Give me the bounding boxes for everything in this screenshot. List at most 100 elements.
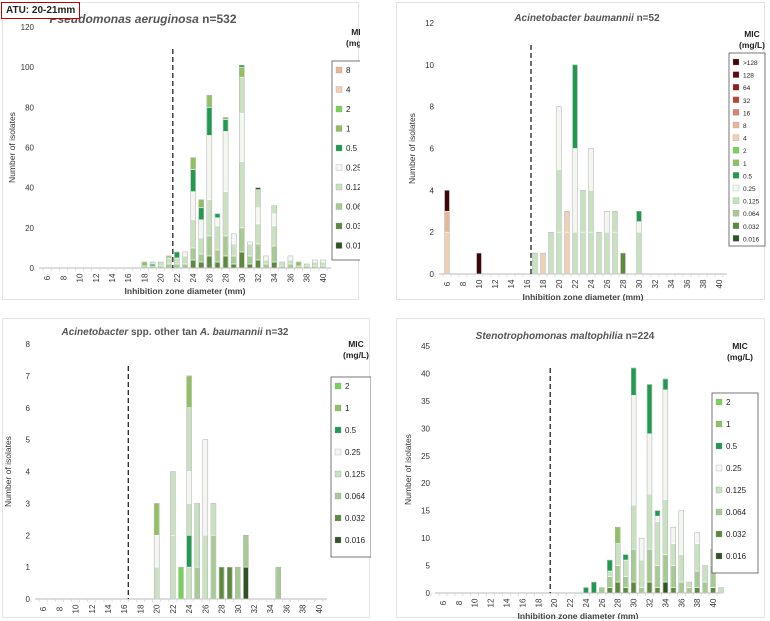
x-tick-label: 12	[88, 604, 97, 613]
bar-segment	[186, 407, 192, 472]
legend-label: 4	[743, 136, 747, 143]
legend-title: (mg/L)	[343, 350, 369, 360]
bar-segment	[636, 231, 642, 275]
bar-segment	[444, 231, 450, 275]
bar-segment	[670, 587, 677, 594]
bar-segment	[614, 581, 621, 594]
bar-segment	[638, 559, 645, 588]
legend-label: 0.5	[346, 144, 358, 153]
bar-segment	[596, 231, 602, 275]
x-tick-label: 24	[189, 273, 198, 282]
x-tick-label: 26	[603, 279, 612, 288]
y-tick-label: 30	[421, 424, 430, 433]
legend-label: 0.125	[346, 183, 360, 192]
legend-title: MIC	[744, 29, 760, 39]
bar-segment	[694, 587, 700, 594]
legend-swatch	[335, 66, 343, 74]
bar-segment	[588, 190, 594, 233]
legend-swatch	[732, 222, 740, 229]
x-tick-label: 8	[459, 281, 468, 286]
bar-segment	[678, 510, 685, 555]
x-tick-label: 14	[108, 273, 117, 282]
bar-outline	[532, 252, 538, 275]
x-tick-label: 22	[571, 279, 580, 288]
x-tick-label: 30	[238, 273, 247, 282]
bar-outline	[638, 537, 645, 594]
bar-segment	[214, 249, 221, 263]
bar-segment	[654, 587, 661, 594]
bar-segment	[614, 526, 621, 544]
bar-segment	[230, 255, 237, 265]
y-tick-label: 35	[421, 397, 430, 406]
x-tick-label: 24	[587, 279, 596, 288]
bar-segment	[206, 199, 213, 237]
bar-segment	[238, 66, 245, 78]
bar-segment	[607, 559, 613, 572]
bar-outline	[591, 581, 597, 594]
legend-swatch	[715, 464, 723, 472]
bar-segment	[670, 543, 677, 566]
bar-outline	[153, 503, 160, 600]
legend-swatch	[335, 144, 343, 152]
bar-segment	[646, 384, 653, 435]
bar-segment	[678, 581, 685, 594]
bar-outline	[662, 378, 669, 594]
bar-segment	[622, 559, 629, 577]
bar-outline	[599, 587, 605, 594]
y-axis-label: Number of isolates	[407, 113, 417, 184]
legend-swatch	[335, 242, 343, 249]
x-tick-label: 34	[270, 273, 279, 282]
bar-segment	[599, 587, 605, 594]
bar-outline	[678, 510, 684, 594]
bar-segment	[311, 259, 318, 263]
bar-segment	[630, 367, 637, 396]
x-tick-label: 20	[550, 598, 559, 607]
legend-swatch	[335, 183, 343, 191]
bar-outline	[235, 566, 241, 600]
bar-outline	[279, 261, 286, 269]
bar-segment	[214, 261, 221, 269]
legend-label: 0.5	[345, 426, 357, 435]
bar-outline	[206, 95, 213, 269]
y-tick-label: 6	[430, 145, 435, 154]
bar-segment	[226, 566, 233, 600]
x-tick-label: 32	[646, 598, 655, 607]
x-tick-label: 24	[582, 598, 591, 607]
bar-segment	[654, 510, 661, 517]
legend-label: 16	[743, 110, 751, 117]
bar-segment	[230, 263, 237, 269]
bar-segment	[588, 148, 594, 191]
bar-outline	[247, 241, 253, 269]
x-tick-label: 40	[715, 279, 724, 288]
chart-svg: Stenotrophomonas maltophilia n=224 0 5 10 15…	[403, 331, 759, 619]
bar-outline	[612, 211, 618, 275]
bar-segment	[222, 131, 229, 192]
legend-swatch	[334, 426, 342, 434]
bar-segment	[702, 565, 708, 583]
y-tick-label: 10	[425, 61, 434, 70]
bar-segment	[238, 113, 245, 162]
x-tick-label: 26	[205, 273, 214, 282]
bar-segment	[694, 532, 700, 544]
bar-segment	[444, 210, 450, 233]
chart-title: Acinetobacter spp. other tan A. baumanni…	[60, 327, 288, 338]
x-tick-label: 8	[455, 600, 464, 605]
bar-segment	[604, 231, 610, 275]
x-tick-label: 16	[523, 279, 532, 288]
bar-segment	[214, 225, 221, 251]
bar-outline	[607, 559, 613, 594]
y-tick-label: 60	[25, 144, 34, 153]
legend-label: 0.25	[346, 164, 360, 173]
legend-swatch	[715, 530, 723, 538]
x-tick-label: 40	[709, 598, 718, 607]
y-tick-label: 10	[421, 534, 430, 543]
legend-swatch	[732, 71, 740, 78]
bar-segment	[238, 251, 245, 269]
x-tick-label: 10	[76, 273, 85, 282]
x-tick-label: 20	[153, 604, 162, 613]
bar-segment	[247, 263, 253, 269]
legend-label: 0.064	[346, 203, 360, 212]
chart-pseudomonas-aeruginosa: Pseudomonas aeruginosa n=532 0 20 40 60 80 100…	[2, 2, 360, 300]
bar-segment	[287, 255, 294, 261]
y-tick-label: 2	[26, 531, 31, 540]
